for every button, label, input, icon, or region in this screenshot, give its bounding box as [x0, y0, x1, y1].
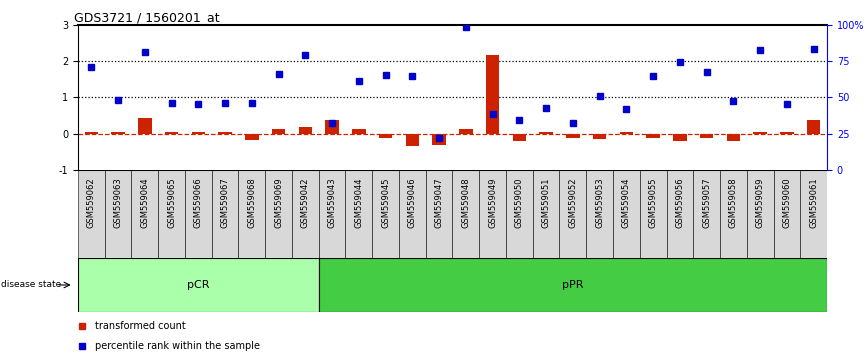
Text: GSM559066: GSM559066	[194, 177, 203, 228]
Text: GSM559069: GSM559069	[275, 177, 283, 228]
Bar	[727, 133, 740, 141]
Bar	[780, 132, 793, 133]
Text: GSM559056: GSM559056	[675, 177, 684, 228]
Bar	[319, 258, 827, 312]
Text: GSM559044: GSM559044	[354, 177, 364, 228]
Bar	[191, 132, 205, 133]
Text: GSM559047: GSM559047	[435, 177, 443, 228]
Text: GSM559042: GSM559042	[301, 177, 310, 228]
Bar	[379, 133, 392, 138]
Bar	[613, 170, 640, 258]
Bar	[479, 170, 506, 258]
Bar	[78, 258, 319, 312]
Text: GSM559050: GSM559050	[515, 177, 524, 228]
Text: GSM559048: GSM559048	[462, 177, 470, 228]
Text: GSM559065: GSM559065	[167, 177, 176, 228]
Text: GSM559064: GSM559064	[140, 177, 149, 228]
Bar	[352, 129, 365, 133]
Bar	[211, 170, 238, 258]
Bar	[800, 170, 827, 258]
Bar	[245, 133, 259, 140]
Text: GSM559052: GSM559052	[568, 177, 578, 228]
Bar	[112, 132, 125, 133]
Text: GSM559059: GSM559059	[756, 177, 765, 228]
Bar	[807, 120, 820, 133]
Text: GSM559061: GSM559061	[809, 177, 818, 228]
Bar	[139, 118, 152, 133]
Bar	[533, 170, 559, 258]
Bar	[486, 55, 500, 133]
Text: GSM559051: GSM559051	[541, 177, 551, 228]
Text: GSM559043: GSM559043	[327, 177, 337, 228]
Bar	[513, 133, 526, 141]
Bar	[620, 132, 633, 133]
Bar	[593, 133, 606, 139]
Bar	[218, 132, 232, 133]
Bar	[85, 132, 98, 133]
Text: GSM559057: GSM559057	[702, 177, 711, 228]
Bar	[586, 170, 613, 258]
Text: disease state: disease state	[1, 280, 61, 290]
Bar	[326, 120, 339, 133]
Bar	[165, 132, 178, 133]
Bar	[272, 129, 285, 133]
Bar	[292, 170, 319, 258]
Bar	[540, 132, 553, 133]
Bar	[566, 133, 579, 138]
Bar	[105, 170, 132, 258]
Bar	[773, 170, 800, 258]
Bar	[667, 170, 694, 258]
Bar	[426, 170, 452, 258]
Text: GSM559068: GSM559068	[248, 177, 256, 228]
Text: pCR: pCR	[187, 280, 210, 290]
Bar	[265, 170, 292, 258]
Text: pPR: pPR	[562, 280, 584, 290]
Bar	[753, 132, 766, 133]
Bar	[700, 133, 714, 138]
Text: percentile rank within the sample: percentile rank within the sample	[95, 341, 261, 350]
Text: GSM559060: GSM559060	[782, 177, 792, 228]
Bar	[299, 127, 312, 133]
Bar	[559, 170, 586, 258]
Bar	[158, 170, 185, 258]
Bar	[238, 170, 265, 258]
Text: GSM559054: GSM559054	[622, 177, 630, 228]
Text: transformed count: transformed count	[95, 321, 186, 331]
Text: GSM559049: GSM559049	[488, 177, 497, 228]
Bar	[132, 170, 158, 258]
Bar	[694, 170, 720, 258]
Text: GSM559067: GSM559067	[221, 177, 229, 228]
Bar	[432, 133, 446, 144]
Bar	[646, 133, 660, 138]
Text: GSM559046: GSM559046	[408, 177, 417, 228]
Bar	[372, 170, 399, 258]
Bar	[506, 170, 533, 258]
Bar	[640, 170, 667, 258]
Text: GSM559058: GSM559058	[729, 177, 738, 228]
Text: GSM559045: GSM559045	[381, 177, 390, 228]
Bar	[319, 170, 346, 258]
Bar	[399, 170, 426, 258]
Bar	[459, 129, 473, 133]
Text: GSM559053: GSM559053	[595, 177, 604, 228]
Bar	[452, 170, 479, 258]
Bar	[185, 170, 211, 258]
Text: GSM559062: GSM559062	[87, 177, 96, 228]
Bar	[346, 170, 372, 258]
Text: GSM559063: GSM559063	[113, 177, 123, 228]
Text: GDS3721 / 1560201_at: GDS3721 / 1560201_at	[74, 11, 220, 24]
Bar	[405, 133, 419, 146]
Bar	[673, 133, 687, 141]
Bar	[78, 170, 105, 258]
Bar	[720, 170, 746, 258]
Text: GSM559055: GSM559055	[649, 177, 657, 228]
Bar	[746, 170, 773, 258]
